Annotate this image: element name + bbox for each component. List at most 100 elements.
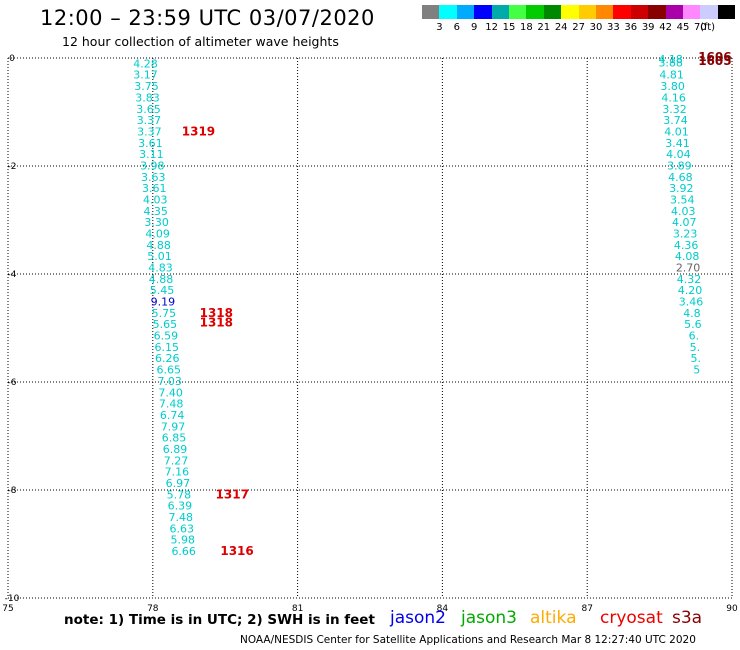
legend-label: 27 (572, 22, 585, 33)
legend-swatch (474, 5, 492, 19)
wave-height-value: 3.65 (136, 103, 161, 116)
wave-height-value: 3.54 (670, 193, 695, 206)
wave-height-value: 3.37 (137, 125, 162, 138)
satellite-label-s3a: s3a (672, 608, 703, 628)
wave-height-value: 5.65 (153, 318, 178, 331)
pass-time-label: 1316 (220, 544, 253, 558)
y-tick-label: -4 (8, 270, 17, 280)
wave-height-value: 4.81 (659, 69, 684, 82)
x-tick-label: 78 (147, 604, 159, 614)
wave-height-value: 4.01 (664, 125, 689, 138)
wave-height-value: 6.85 (162, 432, 187, 445)
pass-time-label: 1319 (182, 124, 215, 138)
wave-height-value: 4.68 (668, 171, 693, 184)
wave-height-value: 4.18 (658, 53, 683, 66)
legend-label: 70 (694, 22, 707, 33)
wave-height-value: 4.16 (661, 91, 686, 104)
wave-height-value: 6.63 (170, 522, 195, 535)
wave-height-value: 3.92 (669, 182, 694, 195)
y-tick-label: 0 (9, 54, 15, 64)
wave-height-value: 3.37 (137, 114, 162, 127)
wave-height-value: 6.59 (154, 330, 179, 343)
legend-swatch (456, 5, 475, 19)
footer-note: note: 1) Time is in UTC; 2) SWH is in fe… (64, 612, 375, 628)
x-tick-label: 81 (292, 604, 303, 614)
wave-height-value: 7.27 (164, 454, 189, 467)
wave-height-value: 4.36 (674, 239, 699, 252)
legend-swatch (578, 5, 596, 19)
satellite-label-altika: altika (530, 608, 577, 628)
satellite-label-jason2: jason2 (390, 608, 446, 628)
legend-label: 33 (607, 22, 620, 33)
legend-swatch (439, 5, 457, 19)
footer-credit: NOAA/NESDIS Center for Satellite Applica… (240, 634, 696, 646)
wave-height-value: 2.70 (676, 262, 701, 275)
legend-swatch (717, 5, 736, 19)
legend-swatch (683, 5, 701, 19)
wave-height-value: 5.45 (150, 284, 175, 297)
wave-height-value: 5.75 (152, 307, 177, 320)
wave-height-value: 3.46 (679, 296, 704, 309)
wave-height-value: 6.66 (171, 545, 196, 558)
legend-label: 6 (453, 22, 460, 33)
legend-label: 15 (502, 22, 516, 33)
x-tick-label: 75 (2, 604, 13, 614)
chart-subtitle: 12 hour collection of altimeter wave hei… (62, 34, 339, 49)
wave-height-value: 3.23 (673, 228, 698, 241)
legend-swatch (700, 5, 718, 19)
satellite-label-cryosat: cryosat (600, 608, 663, 628)
pass-time-label: 1317 (216, 487, 249, 501)
legend-swatch (526, 5, 544, 19)
wave-height-value: 7.16 (165, 466, 190, 479)
wave-height-value: 6. (689, 330, 700, 343)
satellite-label-jason3: jason3 (461, 608, 517, 628)
wave-height-value: 4.03 (143, 193, 168, 206)
wave-height-value: 4.20 (678, 284, 703, 297)
legend-label: 45 (676, 22, 690, 33)
wave-height-value: 7.03 (157, 375, 182, 388)
legend-swatch (561, 5, 579, 19)
pass-time-label: 1606 (698, 50, 731, 64)
wave-height-value: 6.97 (166, 477, 191, 490)
wave-height-value: 7.97 (161, 420, 186, 433)
wave-height-value: 4.32 (677, 273, 702, 286)
chart-title: 12:00 – 23:59 UTC 03/07/2020 (40, 6, 375, 30)
legend-swatch (543, 5, 562, 19)
wave-height-value: 6.26 (155, 352, 180, 365)
x-tick-label: 90 (726, 604, 738, 614)
wave-height-value: 7.48 (159, 398, 184, 411)
y-tick-label: -10 (5, 594, 20, 604)
x-tick-label: 87 (581, 604, 592, 614)
legend-label: 21 (537, 22, 551, 33)
legend-label: 9 (471, 22, 478, 33)
wave-height-value: 5 (693, 364, 700, 377)
legend-label: 12 (485, 22, 498, 33)
wave-height-value: 3.80 (660, 80, 685, 93)
wave-height-value: 3.61 (138, 137, 163, 150)
wave-height-value: 3.83 (135, 91, 160, 104)
wave-height-value: 3.88 (658, 56, 683, 69)
wave-height-value: 9.19 (151, 296, 176, 309)
legend-label: 39 (641, 22, 655, 33)
wave-height-value: 3.63 (141, 171, 166, 184)
wave-height-value: 4.28 (133, 57, 158, 70)
wave-height-value: 6.65 (156, 364, 181, 377)
wave-height-value: 3.41 (665, 137, 690, 150)
wave-height-value: 7.40 (158, 386, 183, 399)
wave-height-value: 3.32 (662, 103, 687, 116)
legend-swatch (613, 5, 631, 19)
legend-swatch (509, 5, 527, 19)
y-tick-label: -8 (8, 486, 17, 496)
legend-swatch (596, 5, 614, 19)
wave-height-value: 4.03 (671, 205, 696, 218)
wave-height-value: 3.74 (663, 114, 688, 127)
wave-height-value: 6.15 (155, 341, 180, 354)
pass-time-label: 1318 (200, 306, 233, 320)
y-tick-label: -6 (8, 378, 17, 388)
wave-height-value: 3.17 (133, 69, 158, 82)
wave-height-value: 3.61 (142, 182, 167, 195)
pass-time-label: 1605 (698, 54, 731, 68)
legend-label: 36 (624, 22, 638, 33)
wave-height-value: 4.88 (149, 273, 174, 286)
